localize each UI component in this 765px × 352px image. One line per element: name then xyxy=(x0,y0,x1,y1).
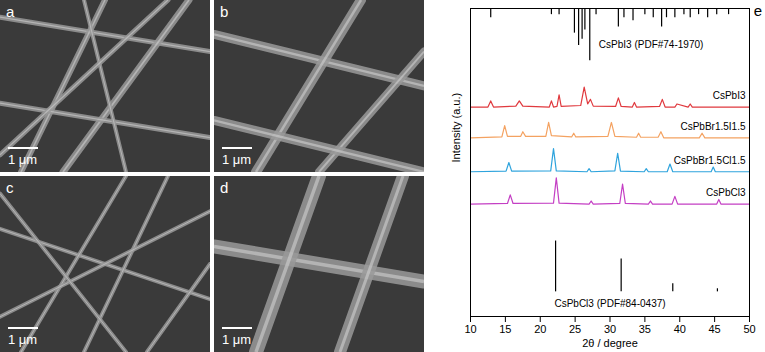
svg-text:45: 45 xyxy=(709,323,721,335)
svg-text:CsPbCl3: CsPbCl3 xyxy=(706,187,746,198)
svg-text:CsPbBr1.5Cl1.5: CsPbBr1.5Cl1.5 xyxy=(674,155,746,166)
svg-text:CsPbBr1.5I1.5: CsPbBr1.5I1.5 xyxy=(680,121,745,132)
svg-text:15: 15 xyxy=(499,323,511,335)
svg-text:40: 40 xyxy=(674,323,686,335)
svg-text:CsPbCl3 (PDF#84-0437): CsPbCl3 (PDF#84-0437) xyxy=(554,298,665,309)
svg-text:a: a xyxy=(6,3,15,20)
svg-text:1 μm: 1 μm xyxy=(8,332,37,347)
svg-text:d: d xyxy=(220,179,228,196)
svg-text:1 μm: 1 μm xyxy=(222,332,251,347)
svg-text:CsPbI3: CsPbI3 xyxy=(713,90,746,101)
svg-text:b: b xyxy=(220,3,228,20)
svg-text:25: 25 xyxy=(569,323,581,335)
svg-text:1 μm: 1 μm xyxy=(222,152,251,167)
svg-text:c: c xyxy=(6,179,14,196)
svg-text:1 μm: 1 μm xyxy=(8,152,37,167)
svg-text:2θ / degree: 2θ / degree xyxy=(582,337,638,349)
svg-text:50: 50 xyxy=(743,323,755,335)
html-text:e: e xyxy=(753,2,762,19)
svg-text:10: 10 xyxy=(464,323,476,335)
svg-text:Intensity (a.u.): Intensity (a.u.) xyxy=(450,93,462,163)
svg-text:20: 20 xyxy=(534,323,546,335)
svg-text:35: 35 xyxy=(639,323,651,335)
svg-text:CsPbI3 (PDF#74-1970): CsPbI3 (PDF#74-1970) xyxy=(599,39,704,50)
svg-text:30: 30 xyxy=(604,323,616,335)
